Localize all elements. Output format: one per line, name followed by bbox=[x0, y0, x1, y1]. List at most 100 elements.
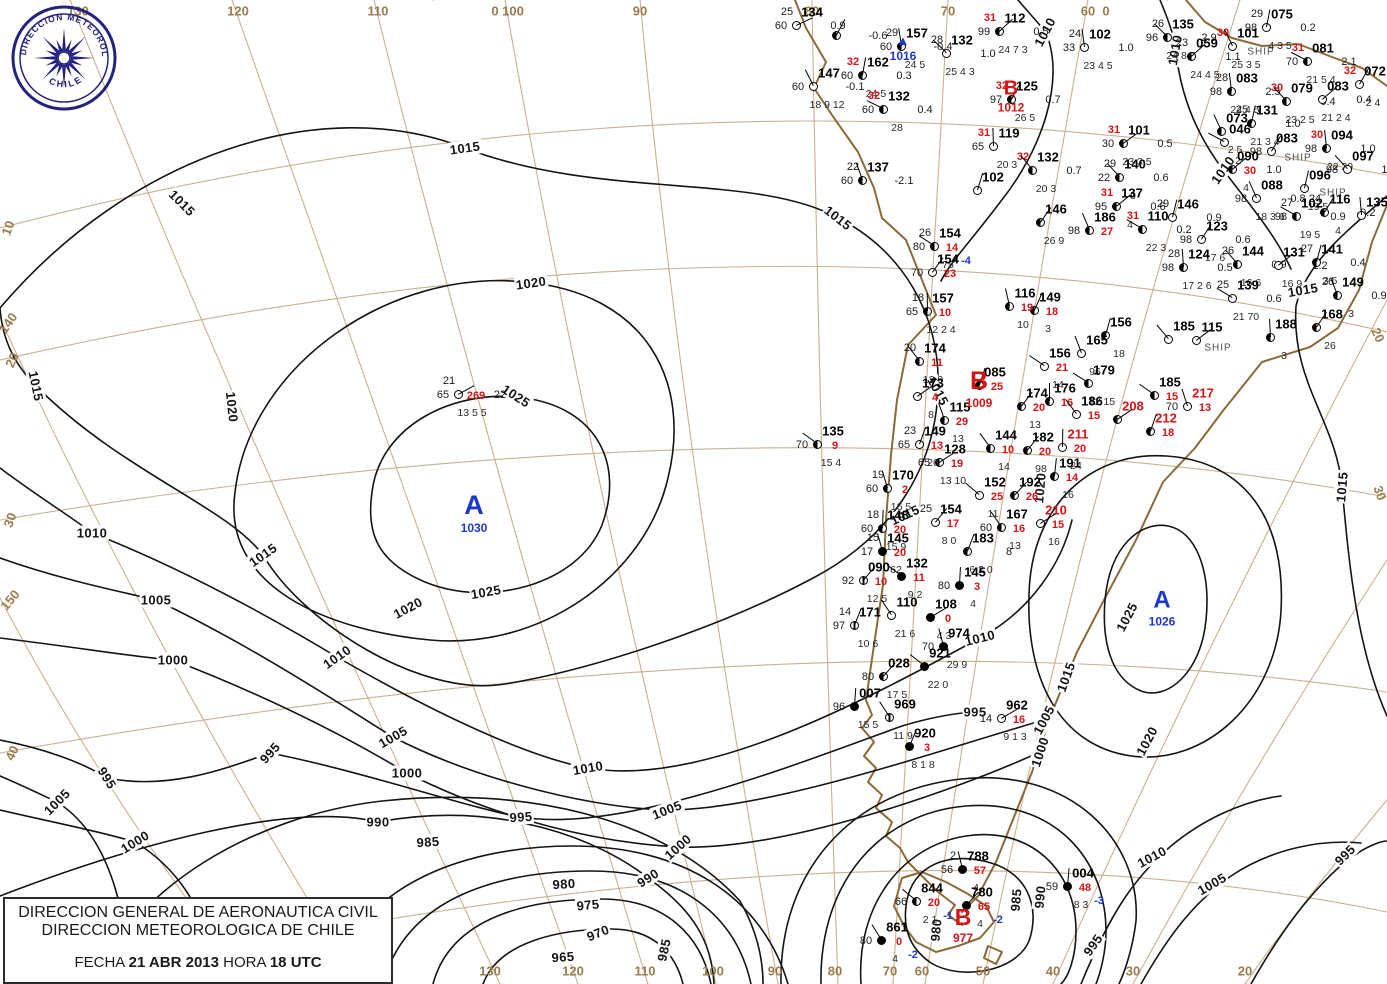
isobar-label: 995 bbox=[1079, 930, 1107, 960]
station-symbol-icon bbox=[928, 268, 937, 277]
station-symbol-icon bbox=[995, 27, 1004, 36]
station-symbol-icon bbox=[997, 714, 1006, 723]
station-symbol-icon bbox=[905, 742, 914, 751]
station-symbol-icon bbox=[1045, 397, 1054, 406]
isobar-label: 995 bbox=[508, 808, 534, 826]
station-symbol-icon bbox=[1072, 410, 1081, 419]
isobar-label: 1005 bbox=[40, 785, 74, 819]
station-symbol-icon bbox=[1168, 213, 1177, 222]
station-symbol-icon bbox=[997, 523, 1006, 532]
grid-label: 0 bbox=[491, 3, 499, 19]
grid-label: 80 bbox=[827, 963, 843, 979]
grid-label: 100 bbox=[502, 3, 524, 19]
station-symbol-icon bbox=[809, 82, 818, 91]
grid-label: 30 bbox=[0, 510, 20, 530]
station-symbol-icon bbox=[897, 42, 906, 51]
isobar-label: 1015 bbox=[820, 202, 856, 234]
station-symbol-icon bbox=[832, 31, 841, 40]
isobar-label: 1015 bbox=[1333, 470, 1351, 504]
high-center-letter: ▲ bbox=[896, 33, 910, 48]
grid-label: 90 bbox=[632, 3, 648, 19]
station-symbol-icon bbox=[1028, 166, 1037, 175]
station-symbol-icon bbox=[942, 49, 951, 58]
isobar-label: 1015 bbox=[1053, 659, 1079, 695]
wind-barb-icon bbox=[1139, 383, 1155, 395]
grid-label: 130 bbox=[479, 963, 501, 979]
station-symbol-icon bbox=[1058, 443, 1067, 452]
station-symbol-icon bbox=[975, 381, 984, 390]
station-symbol-icon bbox=[1112, 202, 1121, 211]
station-symbol-icon bbox=[1197, 235, 1206, 244]
pressure-center: A 1026 bbox=[1148, 588, 1176, 629]
wind-barb-icon bbox=[965, 482, 980, 495]
station-symbol-icon bbox=[883, 484, 892, 493]
station-symbol-icon bbox=[879, 105, 888, 114]
station-symbol-icon bbox=[1187, 52, 1196, 61]
wind-barb-icon bbox=[1181, 248, 1184, 267]
wind-barb-icon bbox=[979, 432, 991, 448]
isobar-label: 1010 bbox=[1134, 842, 1170, 872]
grid-label: 10 bbox=[0, 218, 18, 238]
grid-label: 20 bbox=[1237, 963, 1253, 979]
wind-barb-icon bbox=[1359, 196, 1362, 215]
wind-barb-icon bbox=[1049, 383, 1050, 401]
low-center-letter: B bbox=[969, 367, 989, 395]
isobar-label: 980 bbox=[551, 875, 577, 893]
station-symbol-icon bbox=[1300, 184, 1309, 193]
pressure-center-value: 1026 bbox=[1148, 614, 1176, 629]
station-symbol-icon bbox=[1292, 212, 1301, 221]
station-symbol-icon bbox=[1227, 87, 1236, 96]
station-symbol-icon bbox=[913, 392, 922, 401]
pressure-center: B 1012 bbox=[998, 79, 1025, 114]
agency-seal: DIRECCION METEOROLOGICA CHILE bbox=[8, 2, 117, 111]
station-symbol-icon bbox=[1115, 173, 1124, 182]
isobar-label: 1020 bbox=[513, 273, 549, 293]
station-symbol-icon bbox=[1220, 138, 1229, 147]
station-symbol-icon bbox=[1036, 218, 1045, 227]
station-symbol-icon bbox=[1333, 291, 1342, 300]
low-center-letter: B bbox=[1003, 77, 1019, 100]
station-symbol-icon bbox=[1303, 57, 1312, 66]
hora-label: HORA bbox=[223, 954, 266, 971]
isobar-label: 1005 bbox=[375, 722, 411, 752]
fecha-label: FECHA bbox=[74, 954, 125, 971]
station-symbol-icon bbox=[1030, 306, 1039, 315]
station-symbol-icon bbox=[1228, 165, 1237, 174]
station-symbol-icon bbox=[878, 524, 887, 533]
info-line-datetime: FECHA 21 ABR 2013 HORA 18 UTC bbox=[5, 954, 391, 971]
high-center-letter: A bbox=[464, 490, 484, 520]
station-symbol-icon bbox=[923, 307, 932, 316]
grid-label: 110 bbox=[634, 963, 656, 979]
ship-label: SHIP bbox=[1204, 342, 1232, 354]
pressure-center: B 1009 bbox=[966, 367, 993, 410]
station-symbol-icon bbox=[878, 547, 887, 556]
station-symbol-icon bbox=[879, 672, 888, 681]
station-symbol-icon bbox=[931, 518, 940, 527]
grid-label: 60 bbox=[1080, 3, 1096, 19]
grid-label: 30 bbox=[1125, 963, 1141, 979]
isobar-label: 1020 bbox=[390, 593, 426, 623]
pressure-center: ▲ 1016 bbox=[890, 34, 917, 62]
isobar-label: 1010 bbox=[319, 641, 355, 673]
station-symbol-icon bbox=[1343, 165, 1352, 174]
station-symbol-icon bbox=[1164, 335, 1173, 344]
station-symbol-icon bbox=[1101, 331, 1110, 340]
station-symbol-icon bbox=[454, 390, 463, 399]
station-symbol-icon bbox=[955, 581, 964, 590]
pressure-center: A 1030 bbox=[461, 490, 488, 535]
station-symbol-icon bbox=[1023, 446, 1032, 455]
isobar-label: 995 bbox=[94, 763, 120, 793]
station-symbol-icon bbox=[915, 357, 924, 366]
station-symbol-icon bbox=[1017, 402, 1026, 411]
isobar-label: 1025 bbox=[468, 581, 504, 603]
station-symbol-icon bbox=[1217, 127, 1226, 136]
grid-label: 100 bbox=[702, 963, 724, 979]
station-symbol-icon bbox=[1282, 97, 1291, 106]
station-symbol-icon bbox=[986, 444, 995, 453]
station-symbol-icon bbox=[1150, 391, 1159, 400]
grid-label: 150 bbox=[0, 586, 23, 614]
station-symbol-icon bbox=[1138, 225, 1147, 234]
isobar-label: 1000 bbox=[1027, 734, 1053, 770]
station-symbol-icon bbox=[935, 458, 944, 467]
